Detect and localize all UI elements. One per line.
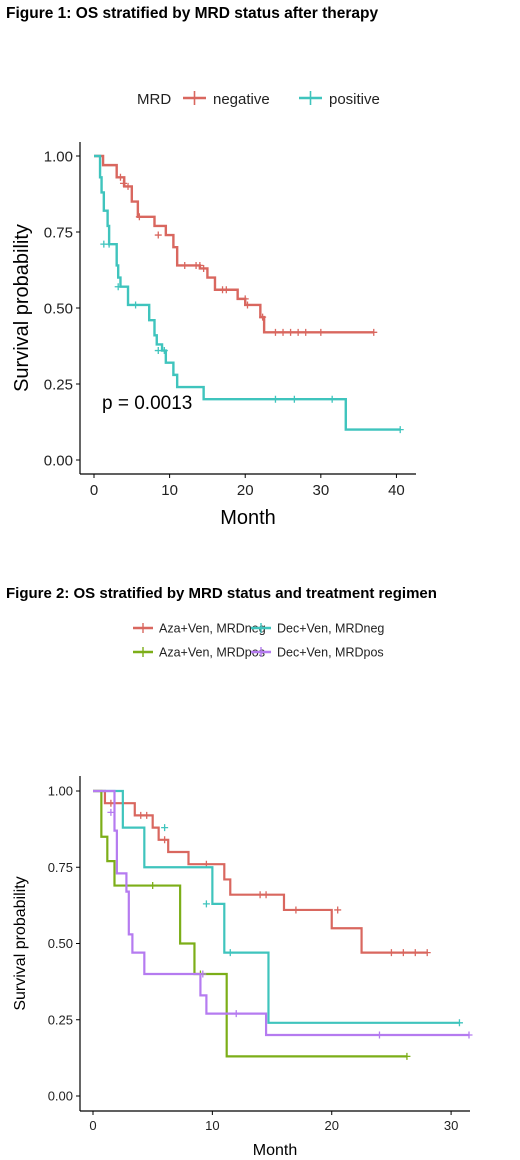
figure-1-title: Figure 1: OS stratified by MRD status af… (6, 5, 379, 22)
censor-mark-1 (226, 949, 234, 957)
censor-mark-2 (403, 1052, 411, 1060)
censor-mark-1 (202, 900, 210, 908)
censor-mark-0 (143, 811, 151, 819)
y-tick-label: 0.75 (44, 224, 73, 241)
censor-mark-0 (317, 328, 325, 336)
y-tick-label: 0.25 (44, 376, 73, 393)
censor-mark-0 (241, 295, 249, 303)
y-tick-label: 0.50 (44, 300, 73, 317)
p-value-annotation: p = 0.0013 (102, 393, 192, 414)
x-tick-label: 20 (237, 482, 254, 499)
legend-label-1: Dec+Ven, MRDneg (277, 622, 384, 636)
x-tick-label: 10 (161, 482, 178, 499)
y-tick-label: 0.00 (44, 452, 73, 469)
survival-curve-0 (93, 789, 428, 954)
x-tick-label: 20 (324, 1118, 338, 1133)
censor-mark-0 (279, 328, 287, 336)
censor-mark-0 (411, 949, 419, 957)
legend-title: MRD (137, 91, 171, 108)
censor-mark-1 (455, 1019, 463, 1027)
censor-mark-3 (465, 1031, 473, 1039)
censor-mark-0 (287, 328, 295, 336)
censor-mark-0 (294, 328, 302, 336)
x-tick-label: 30 (312, 482, 329, 499)
censor-mark-0 (161, 836, 169, 844)
censor-mark-0 (124, 182, 132, 190)
survival-curve-3 (93, 789, 469, 1037)
survival-curve-1 (94, 154, 401, 431)
legend-label-2: Aza+Ven, MRDpos (159, 646, 265, 660)
censor-mark-0 (137, 811, 145, 819)
censor-mark-1 (328, 395, 336, 403)
y-tick-label: 1.00 (44, 148, 73, 165)
y-tick-label: 0.25 (48, 1012, 73, 1027)
censor-mark-0 (423, 949, 431, 957)
legend-label-0: Aza+Ven, MRDneg (159, 622, 266, 636)
legend-label-0: negative (213, 91, 270, 108)
censor-mark-0 (196, 261, 204, 269)
censor-mark-0 (107, 799, 115, 807)
censor-mark-1 (290, 395, 298, 403)
censor-mark-0 (116, 173, 124, 181)
censor-mark-0 (222, 286, 230, 294)
y-tick-label: 0.75 (48, 860, 73, 875)
censor-mark-1 (396, 426, 404, 434)
y-axis-label: Survival probability (12, 876, 29, 1010)
legend-label-1: positive (329, 91, 380, 108)
figure-2-title: Figure 2: OS stratified by MRD status an… (6, 585, 437, 602)
y-tick-label: 0.00 (48, 1089, 73, 1104)
censor-mark-1 (271, 395, 279, 403)
legend-label-3: Dec+Ven, MRDpos (277, 646, 384, 660)
figure-1-chart: 0.00 0.25 0.50 0.75 1.00 0 10 20 30 40 Month Surviv… (11, 91, 416, 529)
x-tick-label: 40 (388, 482, 405, 499)
x-axis-label: Month (253, 1142, 297, 1159)
censor-mark-1 (105, 240, 113, 248)
x-axis-label: Month (220, 507, 276, 529)
x-tick-label: 30 (444, 1118, 458, 1133)
censor-mark-0 (262, 891, 270, 899)
censor-mark-0 (135, 213, 143, 221)
censor-mark-0 (334, 906, 342, 914)
y-axis-label: Survival probability (11, 224, 33, 392)
censor-mark-0 (399, 949, 407, 957)
censor-mark-3 (375, 1031, 383, 1039)
x-tick-label: 10 (205, 1118, 219, 1133)
y-tick-label: 1.00 (48, 784, 73, 799)
censor-mark-0 (119, 179, 127, 187)
censor-mark-0 (292, 906, 300, 914)
x-tick-label: 0 (90, 482, 98, 499)
censor-mark-0 (181, 261, 189, 269)
censor-mark-0 (387, 949, 395, 957)
censor-mark-1 (161, 824, 169, 832)
survival-curve-2 (93, 789, 407, 1058)
survival-curve-1 (93, 789, 460, 1024)
censor-mark-0 (370, 328, 378, 336)
censor-mark-1 (154, 347, 162, 355)
censor-mark-1 (132, 301, 140, 309)
censor-mark-3 (107, 808, 115, 816)
x-tick-label: 0 (89, 1118, 96, 1133)
censor-mark-2 (149, 882, 157, 890)
censor-mark-0 (154, 231, 162, 239)
censor-mark-0 (243, 301, 251, 309)
censor-mark-1 (160, 347, 168, 355)
censor-mark-0 (259, 313, 267, 321)
censor-mark-0 (256, 891, 264, 899)
censor-mark-3 (232, 1010, 240, 1018)
censor-mark-1 (114, 283, 122, 291)
censor-mark-3 (199, 970, 207, 978)
censor-mark-0 (302, 328, 310, 336)
censor-mark-0 (271, 328, 279, 336)
y-tick-label: 0.50 (48, 936, 73, 951)
censor-mark-0 (200, 264, 208, 272)
